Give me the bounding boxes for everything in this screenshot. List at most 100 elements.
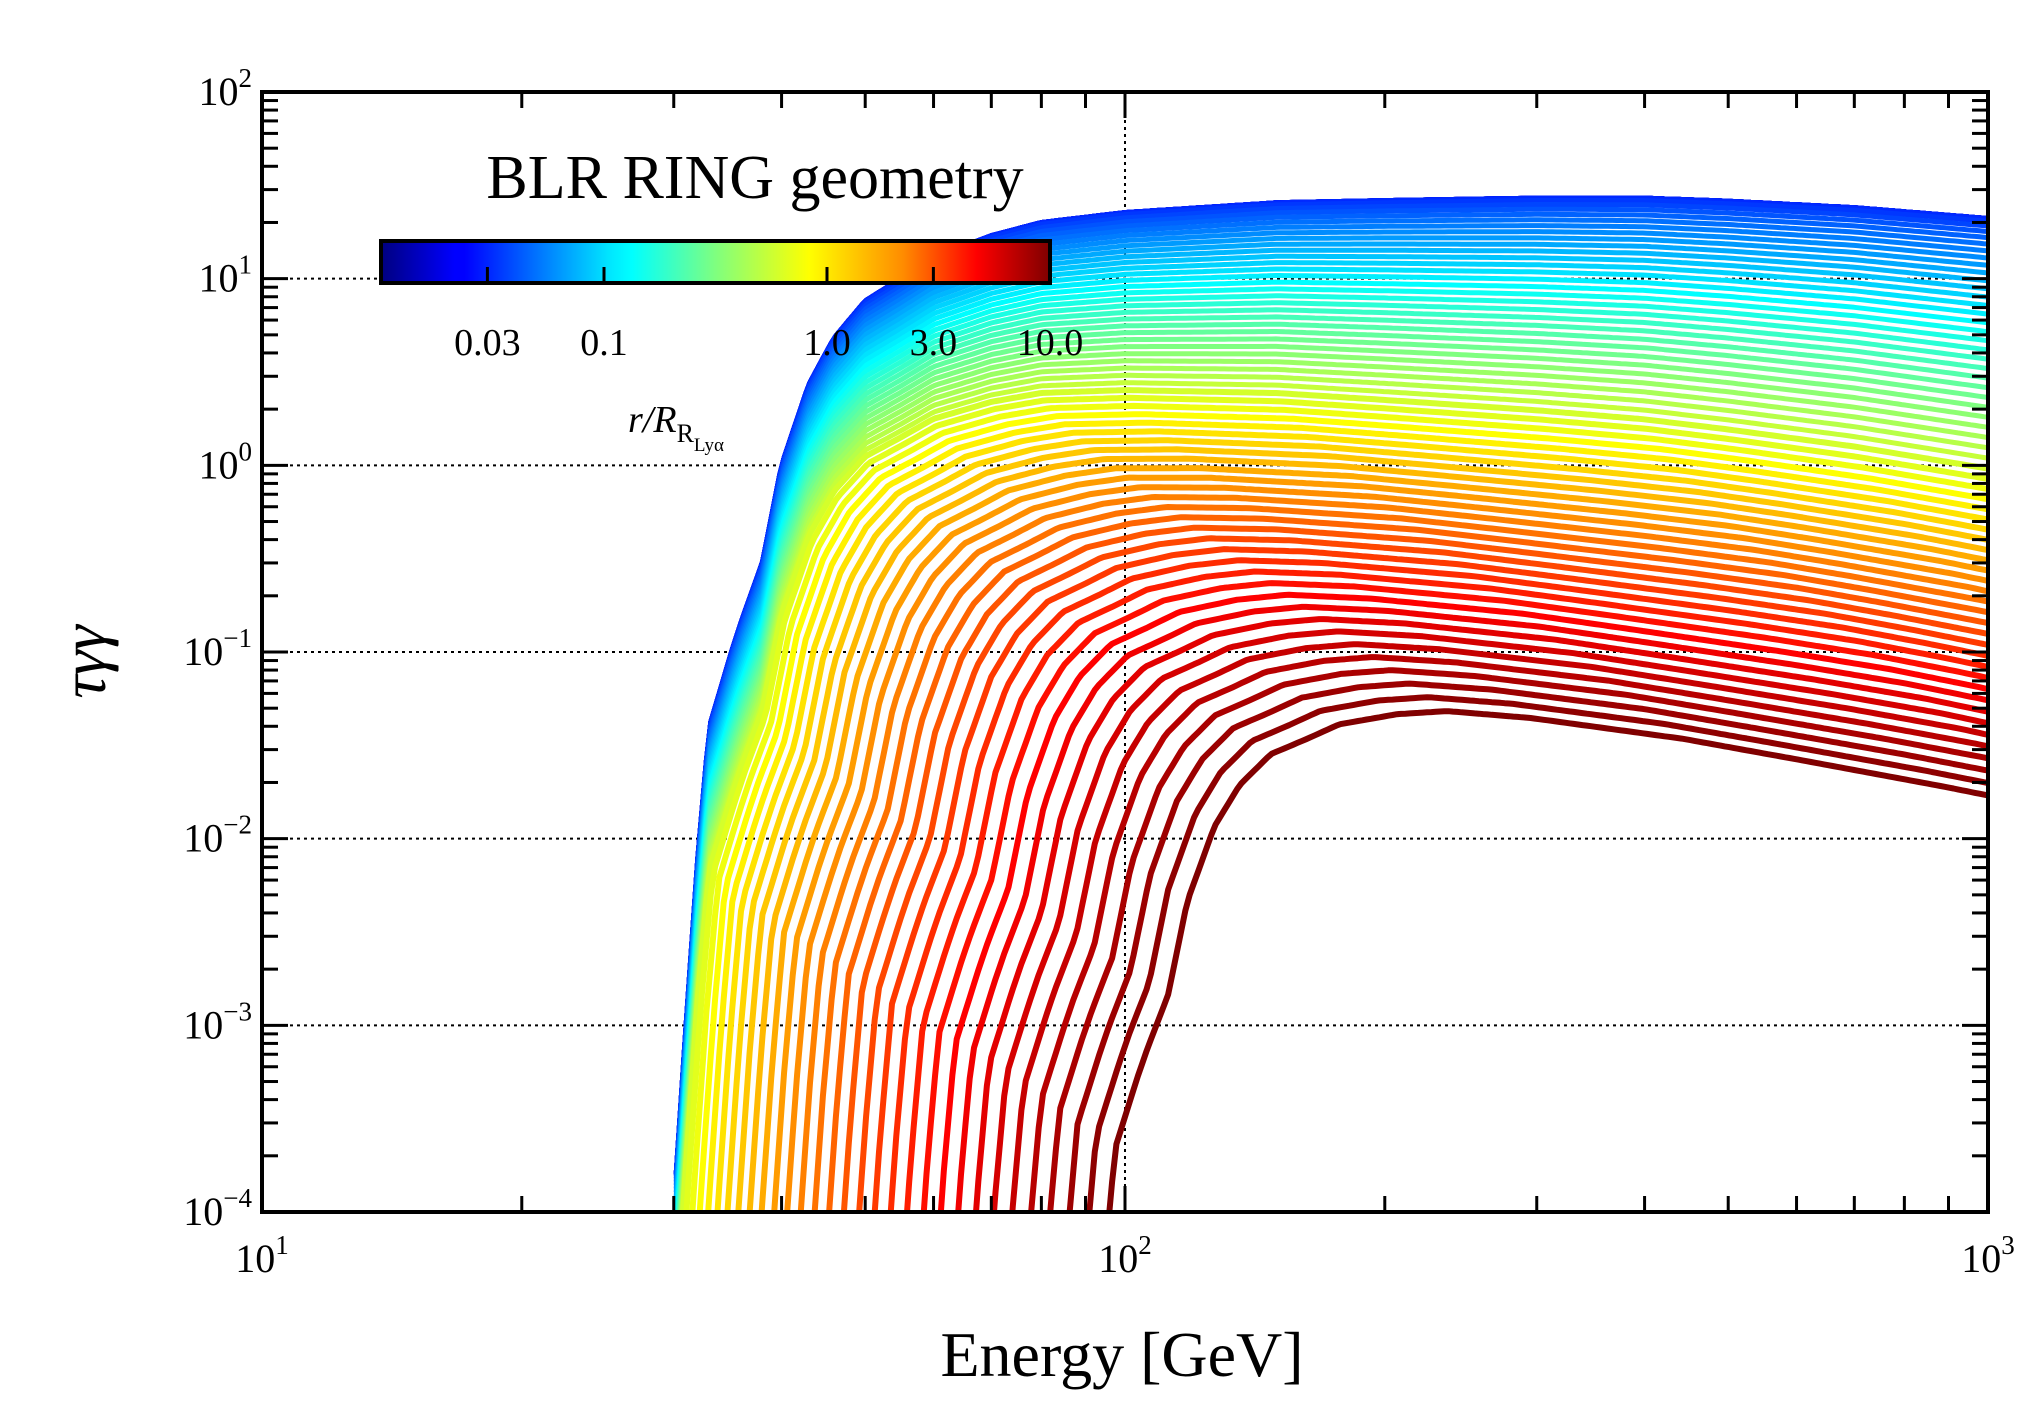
- tau-curve: [705, 419, 1988, 1212]
- y-tick-label: 10−3: [183, 996, 252, 1047]
- tau-curve: [675, 279, 1988, 1212]
- tau-curve: [797, 494, 1988, 1212]
- tau-curve: [1086, 694, 1988, 1212]
- y-tick-label: 10−1: [183, 623, 252, 674]
- tau-curve: [973, 616, 1988, 1212]
- tau-curve: [674, 273, 1988, 1212]
- x-tick-base: 10: [235, 1236, 275, 1281]
- tau-curve: [904, 568, 1988, 1212]
- tau-curve: [673, 229, 1988, 1197]
- y-tick-base: 10: [183, 1002, 223, 1047]
- colorbar-ticks: [485, 267, 1052, 283]
- tau-curve: [840, 524, 1988, 1212]
- tau-curve: [1028, 654, 1988, 1212]
- y-tick-exp: 2: [239, 63, 253, 93]
- y-tick-exp: 0: [239, 436, 253, 466]
- y-tick-base: 10: [183, 1189, 223, 1234]
- y-tick-label: 10−4: [183, 1183, 252, 1234]
- y-tick-exp: −1: [223, 623, 252, 653]
- x-tick-exp: 1: [275, 1230, 289, 1260]
- tau-curve: [678, 351, 1988, 1212]
- y-tick-exp: −4: [223, 1183, 252, 1213]
- y-tick-exp: 1: [239, 250, 253, 280]
- y-tick-label: 100: [199, 436, 253, 487]
- colorbar-gradient: [379, 239, 1052, 285]
- y-axis-label-group: τγγ: [48, 624, 119, 699]
- x-tick-base: 10: [1098, 1236, 1138, 1281]
- x-tick-labels: 101 102 103: [235, 1230, 2015, 1281]
- tau-curve: [826, 514, 1988, 1212]
- tau-curve: [1106, 708, 1988, 1212]
- y-tick-base: 10: [199, 442, 239, 487]
- tau-curve: [871, 546, 1988, 1212]
- tau-curve: [673, 223, 1988, 1193]
- tau-curve: [683, 394, 1988, 1212]
- tau-curve: [676, 307, 1988, 1212]
- colorbar-title: r/RRLyα: [628, 399, 724, 456]
- tau-curve: [811, 504, 1988, 1212]
- y-tick-label: 101: [199, 250, 253, 301]
- colorbar-tick-label: 3.0: [910, 322, 958, 364]
- tau-curve: [673, 211, 1988, 1186]
- tau-curve: [856, 535, 1988, 1212]
- tau-curve: [673, 247, 1988, 1210]
- tau-curve: [678, 358, 1988, 1212]
- tau-curve: [746, 455, 1988, 1212]
- tau-curve: [676, 314, 1988, 1212]
- tau-curve: [696, 411, 1988, 1212]
- tau-curve: [678, 343, 1988, 1212]
- x-tick-exp: 2: [1138, 1230, 1152, 1260]
- tau-curve: [887, 557, 1988, 1212]
- tau-curve: [676, 300, 1988, 1212]
- y-tick-base: 10: [183, 816, 223, 861]
- x-axis-label: Energy [GeV]: [940, 1319, 1303, 1390]
- tau-curve: [677, 329, 1988, 1212]
- y-tick-base: 10: [199, 256, 239, 301]
- tau-curve: [680, 387, 1988, 1212]
- x-tick-label: 102: [1098, 1230, 1152, 1281]
- tau-curve: [673, 206, 1988, 1182]
- chart-title: BLR RING geometry: [486, 144, 1023, 212]
- tau-curve: [677, 336, 1988, 1212]
- x-tick-exp: 3: [2001, 1230, 2015, 1260]
- tau-curve: [674, 266, 1988, 1212]
- colorbar-tick-label: 0.03: [454, 322, 521, 364]
- x-tick-base: 10: [1961, 1236, 2001, 1281]
- tau-curve: [714, 428, 1988, 1212]
- tau-curve: [679, 365, 1988, 1212]
- tau-curve: [724, 437, 1988, 1212]
- colorbar-tick-label: 10.0: [1017, 322, 1084, 364]
- colorbar-tick-label: 0.1: [580, 322, 628, 364]
- colorbar-tick-labels: 0.03 0.1 1.0 3.0 10.0: [454, 322, 1083, 364]
- tau-curve: [673, 217, 1988, 1189]
- y-axis-label: τγγ: [48, 624, 119, 699]
- tau-curve: [674, 260, 1988, 1212]
- tau-curves: [673, 195, 1988, 1212]
- y-tick-base: 10: [199, 69, 239, 114]
- y-tick-label: 102: [199, 63, 253, 114]
- tau-curve: [677, 321, 1988, 1212]
- tau-curve: [1047, 667, 1988, 1212]
- tau-curve: [784, 484, 1988, 1212]
- tau-curve: [937, 591, 1988, 1212]
- tau-curve: [920, 580, 1988, 1212]
- y-tick-exp: −2: [223, 810, 252, 840]
- tau-curve: [955, 603, 1988, 1212]
- y-tick-exp: −3: [223, 996, 252, 1026]
- tau-curve: [1066, 680, 1988, 1212]
- x-tick-label: 103: [1961, 1230, 2015, 1281]
- y-tick-base: 10: [183, 629, 223, 674]
- tau-curve: [673, 235, 1988, 1201]
- tau-curve: [689, 402, 1988, 1212]
- tau-curve: [679, 372, 1988, 1212]
- tau-curve: [675, 293, 1988, 1212]
- y-tick-label: 10−2: [183, 810, 252, 861]
- tau-curve: [675, 286, 1988, 1212]
- tau-curve: [990, 628, 1988, 1212]
- tau-curve: [673, 202, 1988, 1179]
- tau-curve: [673, 241, 1988, 1205]
- tau-curve: [771, 474, 1988, 1212]
- plot-frame: [260, 90, 1990, 1214]
